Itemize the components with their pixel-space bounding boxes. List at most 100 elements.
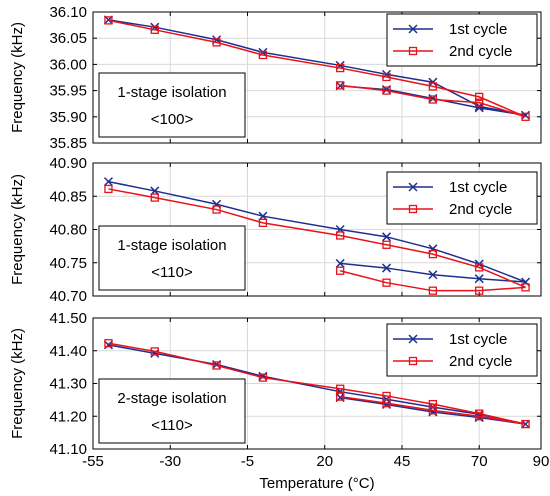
y-tick-label: 40.80 — [49, 222, 87, 239]
marker-stroke — [474, 274, 484, 284]
y-axis-label: Frequency (kHz) — [9, 22, 26, 133]
data-point-square — [521, 112, 530, 121]
data-point-square — [336, 266, 345, 275]
data-point-square — [104, 339, 113, 348]
marker-stroke — [474, 103, 484, 113]
legend-item: 1st cycle — [393, 21, 507, 38]
legend-marker — [408, 24, 418, 34]
data-point-square — [212, 205, 221, 214]
legend-item: 1st cycle — [393, 179, 507, 196]
annotation-orientation: <100> — [151, 111, 194, 128]
y-tick-label: 35.85 — [49, 135, 87, 152]
y-tick-label: 40.90 — [49, 155, 87, 172]
data-point-x — [428, 270, 438, 280]
legend: 1st cycle 2nd cycle — [386, 323, 538, 377]
legend-item: 2nd cycle — [393, 201, 512, 218]
y-tick-label: 41.20 — [49, 408, 87, 425]
legend-label: 2nd cycle — [449, 353, 512, 370]
marker-stroke — [212, 199, 222, 209]
x-axis-label: Temperature (°C) — [259, 475, 374, 492]
y-axis-label: Frequency (kHz) — [9, 328, 26, 439]
data-point-square — [104, 16, 113, 25]
data-point-square — [382, 398, 391, 408]
data-point-square — [336, 81, 345, 90]
marker-stroke — [521, 277, 531, 287]
marker-stroke — [335, 258, 345, 268]
y-tick-label: 41.10 — [49, 441, 87, 458]
legend-item: 2nd cycle — [393, 43, 512, 60]
data-point-x — [521, 277, 531, 287]
data-point-square — [382, 278, 391, 287]
annotation-title: 1-stage isolation — [117, 84, 226, 101]
y-tick-label: 35.90 — [49, 109, 87, 126]
data-point-x — [381, 232, 392, 242]
legend-box — [386, 171, 538, 225]
marker-stroke — [428, 244, 438, 254]
series-second-cycle — [104, 16, 530, 121]
data-point-x — [103, 177, 113, 187]
legend: 1st cycle 2nd cycle — [386, 13, 538, 67]
x-tick-label: 70 — [471, 453, 488, 470]
legend-marker — [408, 204, 418, 214]
annotation-title: 1-stage isolation — [117, 237, 226, 254]
marker-stroke — [428, 270, 438, 280]
y-tick-label: 41.50 — [49, 310, 87, 327]
legend-label: 2nd cycle — [449, 201, 512, 218]
annotation-orientation: <110> — [151, 264, 193, 281]
annotation-title: 2-stage isolation — [117, 390, 226, 407]
legend-item: 2nd cycle — [393, 353, 512, 370]
data-point-square — [475, 263, 484, 272]
data-point-square — [475, 412, 484, 421]
legend-label: 1st cycle — [449, 331, 507, 348]
legend-label: 1st cycle — [449, 21, 507, 38]
annotation-box — [98, 378, 246, 444]
marker-stroke — [103, 340, 113, 350]
data-point-square — [258, 50, 268, 60]
data-point-square — [475, 98, 484, 107]
series-line — [108, 19, 526, 118]
data-point-x — [474, 103, 484, 113]
data-point-square — [212, 38, 221, 47]
y-tick-label: 36.05 — [49, 30, 87, 47]
x-tick-label: 45 — [394, 453, 411, 470]
legend-label: 2nd cycle — [449, 43, 512, 60]
series-second-cycle — [104, 184, 530, 295]
x-tick-label: 90 — [533, 453, 550, 470]
data-point-square — [475, 286, 484, 295]
legend-box — [386, 323, 538, 377]
annotation-orientation: <110> — [151, 417, 193, 434]
data-point-square — [336, 384, 345, 393]
chart-panel-3: 41.50 41.40 41.30 41.20 41.10-55 -30 -5 20 45 70 9… — [9, 310, 549, 470]
data-point-square — [382, 72, 391, 82]
data-point-square — [150, 347, 159, 356]
y-tick-label: 36.00 — [49, 56, 87, 73]
data-point-square — [150, 25, 159, 34]
x-tick-label: -55 — [82, 453, 104, 470]
data-point-x — [428, 244, 438, 254]
x-tick-label: -30 — [159, 453, 181, 470]
legend-marker — [408, 334, 418, 344]
marker-stroke — [103, 177, 113, 187]
marker-stroke — [521, 110, 531, 120]
legend-marker — [408, 182, 418, 192]
legend-label: 1st cycle — [449, 179, 507, 196]
marker-stroke — [428, 407, 438, 417]
data-point-square — [336, 231, 345, 240]
data-point-square — [258, 218, 268, 228]
legend-box — [386, 13, 538, 67]
data-point-square — [428, 95, 438, 104]
data-point-x — [212, 199, 222, 209]
data-point-square — [428, 82, 438, 91]
series-line — [108, 188, 526, 292]
legend-marker — [408, 46, 418, 56]
y-tick-label: 36.10 — [49, 4, 87, 21]
marker-stroke — [381, 263, 392, 273]
data-point-square — [475, 92, 484, 102]
data-point-square — [428, 399, 438, 409]
data-point-x — [428, 77, 438, 87]
data-point-x — [103, 340, 113, 350]
y-tick-label: 41.40 — [49, 343, 87, 360]
series-line — [108, 342, 526, 425]
x-tick-label: -5 — [241, 453, 254, 470]
